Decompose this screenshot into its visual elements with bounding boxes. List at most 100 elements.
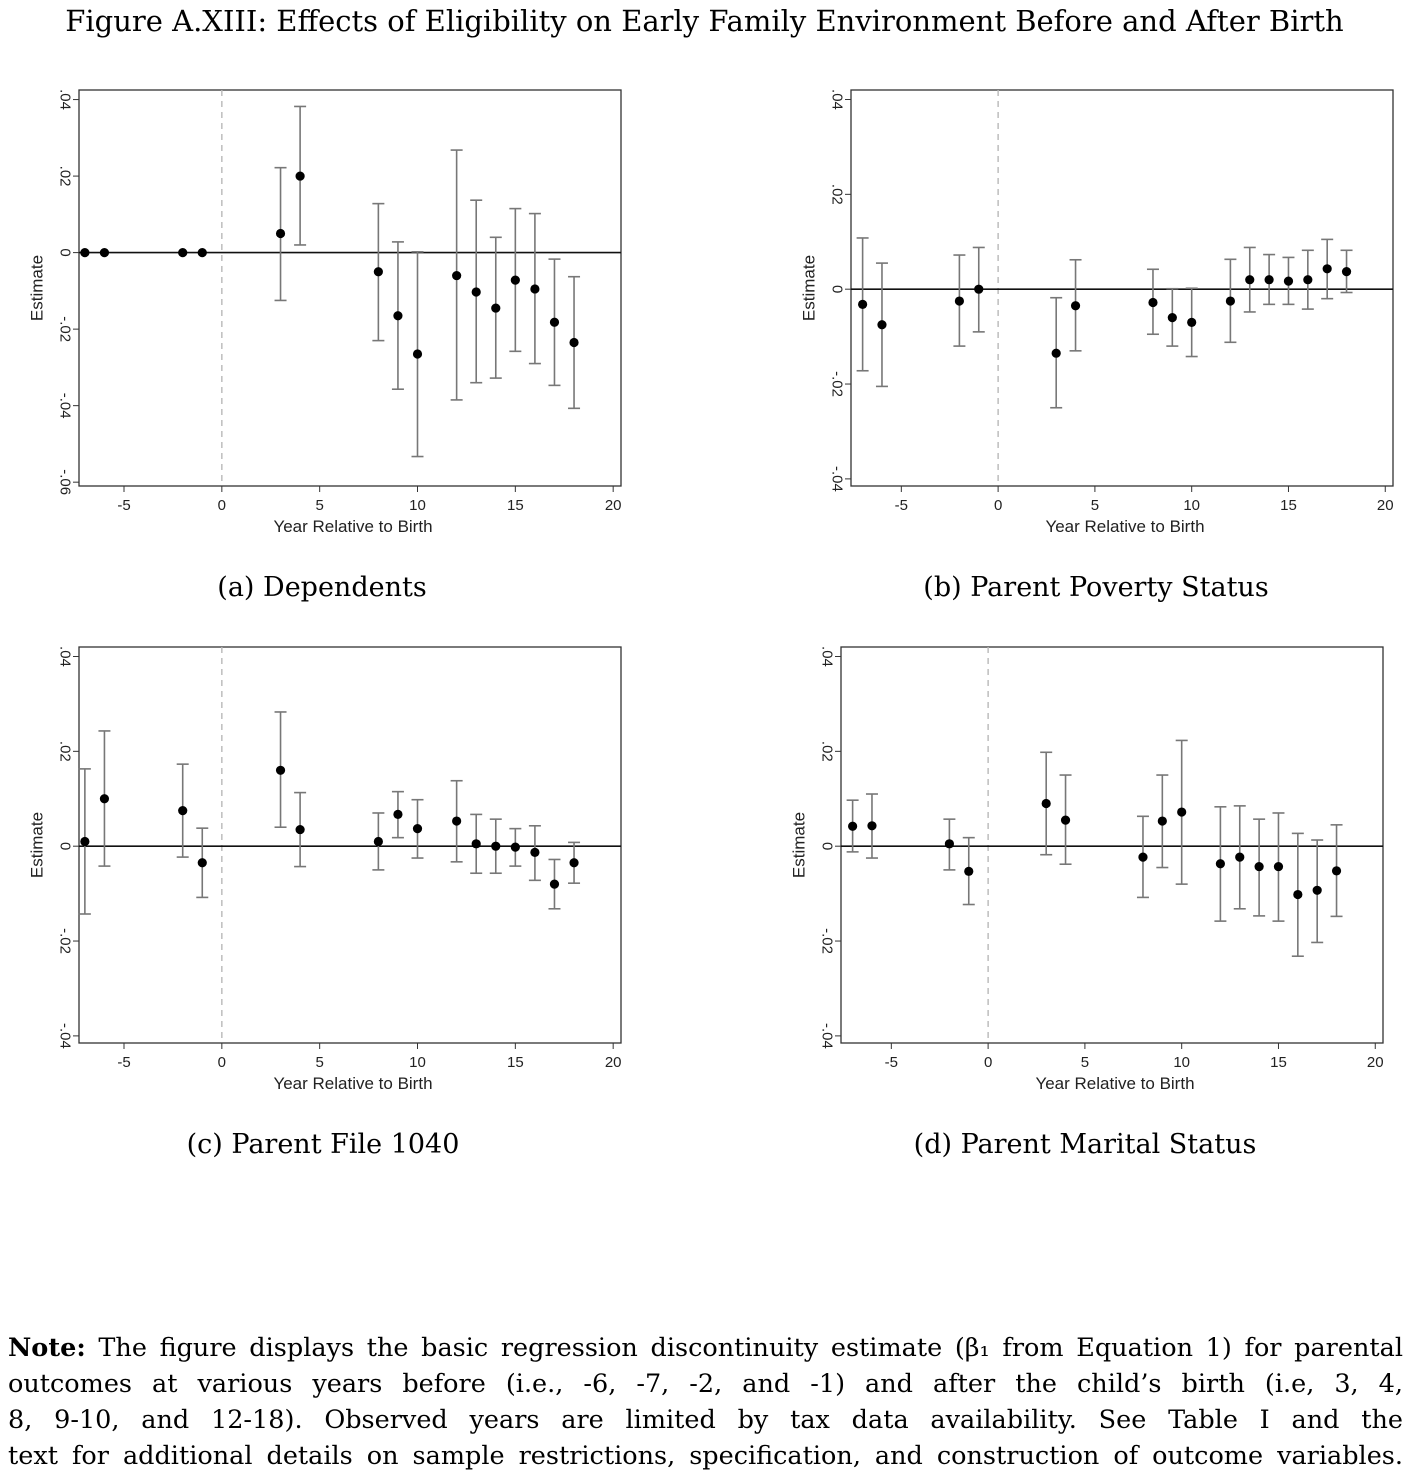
p0-xtick-label: 0 — [218, 497, 226, 514]
p2-point — [80, 836, 90, 847]
p2-xtick-label: 15 — [507, 1054, 524, 1071]
p2-xtick-label: -5 — [117, 1054, 130, 1071]
p0-xtick-label: 15 — [507, 497, 524, 514]
chart-parent-marital-status: -5 0 5 10 15 20 .04 .02 0 -.02 -.04 Year Relative t… — [790, 646, 1384, 1093]
p3-point — [1273, 861, 1284, 872]
p1-xtick-label: 0 — [994, 497, 1002, 514]
p1-ytick-label: .04 — [829, 89, 846, 110]
chart-parent-file-1040: -5 0 5 10 15 20 .04 .02 0 -.02 -.04 Year Relative t… — [28, 646, 622, 1093]
p3-x-axis-title: Year Relative to Birth — [1035, 1074, 1194, 1093]
p3-xtick-label: -5 — [885, 1054, 898, 1071]
p1-point — [1245, 275, 1255, 285]
p3-xtick-label: 15 — [1270, 1054, 1287, 1071]
p3-point — [1215, 859, 1225, 869]
p2-point — [178, 806, 188, 816]
p2-xtick-label: 20 — [605, 1054, 622, 1071]
p0-point — [549, 317, 560, 327]
note-line-4: text for additional details on sample re… — [8, 1441, 1403, 1471]
p3-ytick-label: -.02 — [819, 928, 836, 954]
p1-point — [1303, 275, 1313, 285]
p0-xtick-label: 10 — [409, 497, 426, 514]
p3-xtick-label: 0 — [984, 1054, 992, 1071]
caption-dependents: (a) Dependents — [217, 572, 427, 603]
p0-point — [393, 311, 403, 321]
p2-point — [373, 836, 383, 847]
p3-point — [1235, 852, 1245, 862]
p3-point — [944, 839, 954, 849]
p1-x-axis-title: Year Relative to Birth — [1045, 517, 1204, 536]
p3-point — [1177, 807, 1187, 817]
p2-plot-frame — [78, 646, 622, 1044]
p3-point — [1138, 852, 1148, 862]
p0-xtick-label: 20 — [605, 497, 622, 514]
p0-y-axis-title: Estimate — [28, 255, 47, 321]
p1-point — [1264, 275, 1274, 285]
p0-ytick-label: -.04 — [57, 393, 74, 419]
p1-point — [954, 296, 964, 306]
p1-point — [1051, 348, 1061, 358]
p1-xtick-label: -5 — [895, 497, 908, 514]
p0-point — [295, 171, 305, 181]
p3-point — [867, 821, 877, 831]
p1-point — [858, 299, 868, 309]
p2-point — [549, 879, 560, 889]
panel-parent-poverty-status: -5 0 5 10 15 20 .04 .02 0 -.02 -.04 Year Relative t… — [772, 70, 1409, 536]
p3-point — [1312, 885, 1322, 895]
p1-xtick-label: 20 — [1377, 497, 1394, 514]
p2-ytick-label: -.02 — [57, 928, 74, 954]
note-line-2: outcomes at various years before (i.e., … — [8, 1369, 1403, 1399]
p2-xtick-label: 10 — [409, 1054, 426, 1071]
p1-point — [1167, 313, 1177, 323]
note-line-3: 8, 9-10, and 12-18). Observed years are … — [8, 1405, 1403, 1435]
p3-plot-frame — [840, 646, 1384, 1044]
p1-point — [1070, 301, 1081, 311]
p2-point — [569, 858, 579, 868]
p1-point — [1341, 267, 1352, 277]
p2-ytick-label: .02 — [57, 741, 74, 762]
p2-point — [295, 824, 305, 835]
p1-point — [1322, 264, 1332, 274]
p3-point — [1331, 866, 1342, 876]
p0-ytick-label: .04 — [57, 89, 74, 110]
p0-ytick-label: 0 — [57, 248, 74, 256]
p3-ytick-label: -.04 — [819, 1023, 836, 1049]
p0-point — [99, 248, 110, 258]
p3-ytick-label: .02 — [819, 741, 836, 762]
panel-parent-marital-status: -5 0 5 10 15 20 .04 .02 0 -.02 -.04 Year Relative t… — [762, 627, 1402, 1093]
p0-point — [412, 349, 423, 359]
p3-point — [1293, 889, 1303, 900]
p2-ytick-label: .04 — [57, 646, 74, 667]
p2-point — [275, 765, 286, 775]
panel-dependents: -5 0 5 10 15 20 .04 .02 0 -.02 -.04 -.06 Year Relati… — [0, 70, 640, 536]
p0-point — [373, 267, 383, 277]
p2-ytick-label: 0 — [57, 842, 74, 850]
p1-xtick-label: 15 — [1280, 497, 1297, 514]
caption-parent-poverty-status: (b) Parent Poverty Status — [923, 572, 1269, 603]
p1-point — [877, 320, 887, 330]
p3-ytick-label: .04 — [819, 646, 836, 667]
p3-point — [1060, 815, 1071, 825]
p1-point — [1187, 317, 1197, 327]
p0-xtick-label: 5 — [315, 497, 323, 514]
p1-xtick-label: 10 — [1183, 497, 1200, 514]
p0-point — [178, 248, 188, 258]
p1-point — [1283, 276, 1294, 286]
p3-ytick-label: 0 — [819, 842, 836, 850]
p3-point — [848, 821, 858, 831]
p2-point — [393, 809, 403, 820]
note-text-1: The figure displays the basic regression… — [85, 1333, 1403, 1363]
p1-plot-frame — [850, 89, 1394, 487]
note-label: Note: — [8, 1333, 86, 1363]
p0-ytick-label: -.06 — [57, 469, 74, 495]
p2-point — [412, 824, 423, 834]
p1-point — [1225, 296, 1235, 306]
p3-xtick-label: 10 — [1173, 1054, 1190, 1071]
p0-point — [530, 284, 540, 294]
p3-point — [1254, 861, 1264, 872]
p3-xtick-label: 5 — [1081, 1054, 1089, 1071]
p2-point — [491, 841, 501, 851]
p2-point — [530, 847, 540, 857]
p1-point — [974, 284, 984, 294]
p2-point — [99, 794, 110, 804]
p3-point — [1041, 798, 1051, 809]
